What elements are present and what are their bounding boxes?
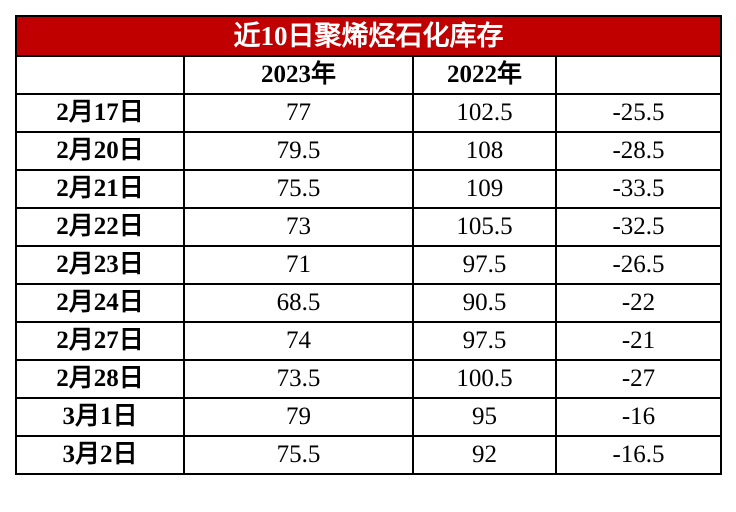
value-2022: 109 [412, 169, 557, 209]
value-2023: 74 [183, 321, 414, 361]
data-row: 3月2日 75.5 92 -16.5 [15, 435, 722, 475]
value-2023: 73.5 [183, 359, 414, 399]
header-row: 2023年 2022年 [15, 55, 722, 95]
difference: -16.5 [555, 435, 722, 475]
date: 3月2日 [15, 435, 185, 475]
value-2022: 105.5 [412, 207, 557, 247]
data-row: 2月28日 73.5 100.5 -27 [15, 359, 722, 399]
value-2023: 79.5 [183, 131, 414, 171]
inventory-table: 近10日聚烯烃石化库存 2023年 2022年 2月17日 77 102.5 -25.… [15, 15, 722, 475]
data-row: 2月24日 68.5 90.5 -22 [15, 283, 722, 323]
table-body: 近10日聚烯烃石化库存 2023年 2022年 2月17日 77 102.5 -25.… [15, 15, 722, 475]
date: 2月23日 [15, 245, 185, 285]
value-2023: 79 [183, 397, 414, 437]
value-2022: 97.5 [412, 321, 557, 361]
data-row: 2月20日 79.5 108 -28.5 [15, 131, 722, 171]
data-row: 2月27日 74 97.5 -21 [15, 321, 722, 361]
difference: -27 [555, 359, 722, 399]
value-2022: 97.5 [412, 245, 557, 285]
table-title: 近10日聚烯烃石化库存 [15, 15, 722, 57]
value-2023: 68.5 [183, 283, 414, 323]
difference: -22 [555, 283, 722, 323]
date: 2月28日 [15, 359, 185, 399]
date: 2月21日 [15, 169, 185, 209]
value-2023: 75.5 [183, 435, 414, 475]
empty-header [555, 55, 722, 95]
value-2023: 73 [183, 207, 414, 247]
value-2022: 100.5 [412, 359, 557, 399]
empty-header [15, 55, 185, 95]
column-header: 2023年 [183, 55, 414, 95]
difference: -32.5 [555, 207, 722, 247]
value-2023: 75.5 [183, 169, 414, 209]
value-2023: 77 [183, 93, 414, 133]
difference: -16 [555, 397, 722, 437]
difference: -26.5 [555, 245, 722, 285]
title-row: 近10日聚烯烃石化库存 [15, 15, 722, 57]
value-2022: 95 [412, 397, 557, 437]
date: 2月22日 [15, 207, 185, 247]
date: 3月1日 [15, 397, 185, 437]
data-row: 2月23日 71 97.5 -26.5 [15, 245, 722, 285]
data-row: 2月17日 77 102.5 -25.5 [15, 93, 722, 133]
date: 2月24日 [15, 283, 185, 323]
difference: -25.5 [555, 93, 722, 133]
data-row: 2月21日 75.5 109 -33.5 [15, 169, 722, 209]
data-row: 3月1日 79 95 -16 [15, 397, 722, 437]
value-2023: 71 [183, 245, 414, 285]
value-2022: 92 [412, 435, 557, 475]
column-header: 2022年 [412, 55, 557, 95]
date: 2月27日 [15, 321, 185, 361]
date: 2月17日 [15, 93, 185, 133]
data-row: 2月22日 73 105.5 -32.5 [15, 207, 722, 247]
difference: -28.5 [555, 131, 722, 171]
value-2022: 108 [412, 131, 557, 171]
difference: -33.5 [555, 169, 722, 209]
date: 2月20日 [15, 131, 185, 171]
value-2022: 90.5 [412, 283, 557, 323]
difference: -21 [555, 321, 722, 361]
value-2022: 102.5 [412, 93, 557, 133]
